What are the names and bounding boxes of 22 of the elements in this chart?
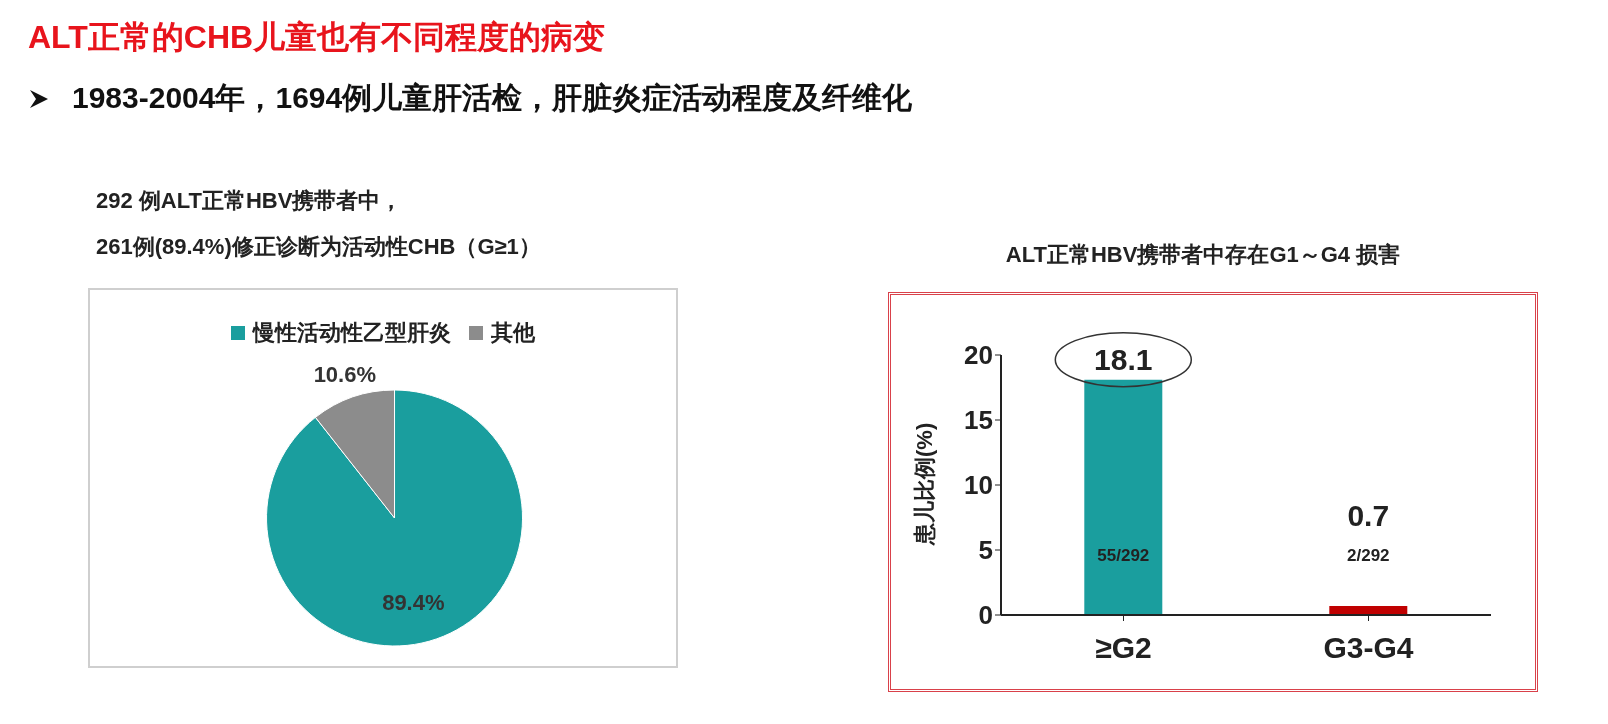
annotation: 55/292 xyxy=(1097,545,1150,565)
y-tick-label: 10 xyxy=(964,470,993,501)
legend-label: 其他 xyxy=(490,319,535,347)
annotation: 2/292 xyxy=(1347,545,1390,565)
text: 1983-2004年，1694例儿童肝活检，肝脏炎症活动程度及纤维化 xyxy=(72,80,913,116)
chart-title: 292 例ALT正常HBV携带者中， xyxy=(96,187,404,215)
pie-slice xyxy=(266,389,523,647)
x-tick-label: G3-G4 xyxy=(1323,631,1414,665)
text: ALT正常的CHB儿童也有不同程度的病变 xyxy=(28,18,607,57)
y-axis-title: 患儿比例(%) xyxy=(911,422,937,546)
legend-label: 慢性活动性乙型肝炎 xyxy=(251,319,451,347)
x-tick-label: ≥G2 xyxy=(1095,631,1152,665)
y-tick-label: 0 xyxy=(978,600,993,631)
data-label: 89.4% xyxy=(382,589,445,615)
chart-subtitle: 261例(89.4%)修正诊断为活动性CHB（G≥1） xyxy=(96,233,542,261)
chart-title: ALT正常HBV携带者中存在G1～G4 损害 xyxy=(1004,241,1402,269)
data-label: 18.1 xyxy=(1094,343,1153,377)
y-tick-label: 15 xyxy=(964,405,993,436)
data-label: 10.6% xyxy=(313,361,377,387)
y-tick-label: 20 xyxy=(964,340,993,371)
y-tick-label: 5 xyxy=(978,535,993,566)
data-label: 0.7 xyxy=(1347,498,1390,532)
